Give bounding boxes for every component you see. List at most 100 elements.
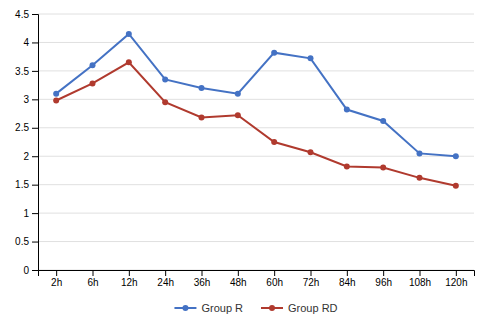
- grid: [38, 14, 474, 270]
- y-tick-mark: [32, 42, 38, 43]
- x-tick-mark: [165, 270, 166, 276]
- series-line: [56, 34, 456, 156]
- marks: [53, 31, 459, 189]
- x-axis-line: [39, 271, 475, 277]
- legend-marker: [269, 305, 275, 311]
- x-tick: 72h: [303, 270, 320, 288]
- series-marker: [271, 50, 277, 56]
- y-tick-mark: [32, 270, 38, 271]
- series-marker: [126, 59, 132, 65]
- series-line: [56, 62, 456, 185]
- x-tick: 84h: [339, 270, 356, 288]
- y-tick-label: 2.5: [15, 122, 29, 133]
- y-tick-label: 3.5: [15, 66, 29, 77]
- x-tick-mark: [311, 270, 312, 276]
- y-tick: 0.5: [15, 236, 38, 247]
- series-marker: [380, 118, 386, 124]
- series-marker: [380, 165, 386, 171]
- series-marker: [53, 91, 59, 97]
- x-tick: 2h: [51, 270, 62, 288]
- y-tick-label: 4: [23, 37, 29, 48]
- y-tick: 3: [23, 94, 38, 105]
- series-marker: [453, 183, 459, 189]
- series-marker: [308, 149, 314, 155]
- y-tick-mark: [32, 242, 38, 243]
- x-tick-label: 2h: [51, 277, 62, 288]
- y-tick: 0: [23, 265, 38, 276]
- y-tick-mark: [32, 71, 38, 72]
- series-marker: [162, 99, 168, 105]
- series-marker: [90, 80, 96, 86]
- series-marker: [90, 62, 96, 68]
- x-tick: 60h: [266, 270, 283, 288]
- x-tick-mark: [274, 270, 275, 276]
- y-tick: 1.5: [15, 179, 38, 190]
- legend: Group R Group RD: [174, 302, 337, 314]
- y-tick-label: 0: [23, 265, 29, 276]
- legend-item: Group R: [174, 302, 243, 314]
- y-tick: 4: [23, 37, 38, 48]
- y-tick-mark: [32, 185, 38, 186]
- y-axis-line: [32, 15, 39, 271]
- grid-line: [38, 213, 474, 214]
- grid-line: [38, 42, 474, 43]
- plot: 2h6h12h24h36h48h60h72h84h96h108h120h00.5…: [15, 9, 474, 288]
- y-tick-label: 1: [23, 208, 29, 219]
- x-tick-mark: [238, 270, 239, 276]
- series-marker: [235, 91, 241, 97]
- y-tick: 2: [23, 151, 38, 162]
- x-tick-label: 24h: [157, 277, 174, 288]
- x-tick-label: 108h: [409, 277, 431, 288]
- x-tick-label: 60h: [266, 277, 283, 288]
- y-tick-label: 0.5: [15, 236, 29, 247]
- legend-marker: [182, 305, 188, 311]
- x-tick: 120h: [445, 270, 467, 288]
- y-tick-mark: [32, 156, 38, 157]
- x-tick: 6h: [87, 270, 98, 288]
- x-tick-mark: [56, 270, 57, 276]
- x-tick-label: 120h: [445, 277, 467, 288]
- series-marker: [344, 163, 350, 169]
- series-marker: [53, 97, 59, 103]
- legend-label: Group R: [201, 302, 243, 314]
- x-tick: 12h: [121, 270, 138, 288]
- series-marker: [126, 31, 132, 37]
- x-tick-label: 72h: [303, 277, 320, 288]
- y-tick-mark: [32, 99, 38, 100]
- x-tick-label: 84h: [339, 277, 356, 288]
- x-tick: 24h: [157, 270, 174, 288]
- x-tick-mark: [383, 270, 384, 276]
- x-tick-label: 36h: [194, 277, 211, 288]
- y-tick-label: 1.5: [15, 179, 29, 190]
- grid-line: [38, 184, 474, 185]
- series-marker: [308, 55, 314, 61]
- y-tick-mark: [32, 14, 38, 15]
- x-tick-mark: [93, 270, 94, 276]
- x-tick-mark: [456, 270, 457, 276]
- series-marker: [162, 76, 168, 82]
- series-marker: [417, 150, 423, 156]
- x-axis: 2h6h12h24h36h48h60h72h84h96h108h120h: [39, 270, 475, 288]
- legend-label: Group RD: [288, 302, 338, 314]
- series-marker: [271, 139, 277, 145]
- grid-line: [38, 99, 474, 100]
- grid-line: [38, 156, 474, 157]
- y-tick: 2.5: [15, 122, 38, 133]
- grid-line: [38, 14, 474, 15]
- y-tick-mark: [32, 213, 38, 214]
- series-marker: [453, 153, 459, 159]
- series-marker: [417, 175, 423, 181]
- y-tick: 1: [23, 208, 38, 219]
- x-tick: 96h: [375, 270, 392, 288]
- y-tick: 3.5: [15, 66, 38, 77]
- y-tick-label: 4.5: [15, 9, 29, 20]
- series-marker: [344, 107, 350, 113]
- x-tick-mark: [129, 270, 130, 276]
- series-marker: [235, 112, 241, 118]
- x-tick-label: 12h: [121, 277, 138, 288]
- chart: 2h6h12h24h36h48h60h72h84h96h108h120h00.5…: [0, 0, 490, 322]
- x-tick-label: 6h: [87, 277, 98, 288]
- y-axis: 0 0.5 1 1.5 2 2.5 3 3.5 4 4.5: [15, 9, 38, 276]
- series-marker: [199, 115, 205, 121]
- grid-line: [38, 70, 474, 71]
